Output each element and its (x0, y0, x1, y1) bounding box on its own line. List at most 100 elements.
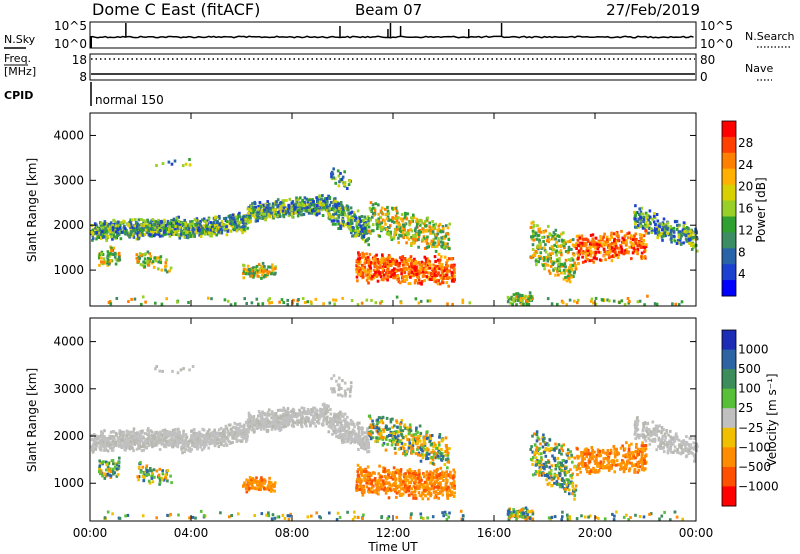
echo-cell (280, 203, 284, 207)
echo-cell (442, 274, 446, 277)
echo-cell (610, 255, 613, 259)
echo-cell (99, 229, 102, 233)
echo-cell (176, 445, 180, 449)
nsearch-tick-top: 10^5 (700, 19, 733, 33)
echo-cell (183, 235, 187, 239)
echo-cell (139, 433, 142, 437)
echo-cell (170, 435, 173, 439)
echo-cell (165, 436, 168, 440)
echo-cell (108, 434, 111, 438)
echo-cell (263, 427, 266, 431)
echo-cell (126, 222, 130, 226)
echo-cell (442, 235, 445, 239)
echo-cell (631, 236, 634, 240)
echo-cell (187, 301, 190, 304)
echo-cell (356, 262, 360, 266)
echo-cell (134, 441, 137, 445)
echo-cell (592, 243, 596, 247)
echo-cell (425, 218, 429, 222)
echo-cell (287, 203, 291, 207)
echo-cell (612, 249, 615, 253)
echo-cell (349, 221, 353, 225)
echo-cell (111, 226, 115, 230)
echo-cell (640, 233, 644, 237)
echo-cell (445, 265, 448, 268)
echo-cell (604, 258, 607, 262)
echo-cell (410, 241, 413, 245)
echo-cell (378, 264, 382, 268)
echo-cell (140, 302, 143, 306)
echo-cell (687, 227, 690, 231)
echo-cell (368, 217, 371, 221)
echo-cell (570, 247, 573, 251)
echo-cell (443, 255, 447, 259)
echo-cell (362, 223, 365, 227)
echo-cell (366, 256, 370, 260)
echo-cell (651, 217, 654, 221)
echo-cell (279, 408, 282, 412)
echo-cell (552, 237, 555, 241)
echo-cell (194, 230, 198, 234)
echo-cell (617, 253, 621, 257)
echo-cell (162, 438, 166, 442)
echo-cell (129, 232, 133, 236)
echo-cell (548, 271, 552, 275)
echo-cell (529, 226, 533, 229)
echo-cell (625, 240, 628, 244)
echo-cell (624, 243, 628, 247)
echo-cell (639, 210, 643, 214)
echo-cell (404, 213, 407, 217)
echo-cell (592, 250, 596, 254)
echo-cell (690, 247, 694, 251)
echo-cell (438, 222, 442, 226)
echo-cell (423, 255, 427, 259)
echo-cell (178, 236, 182, 240)
echo-cell (431, 230, 435, 234)
echo-cell (424, 224, 427, 228)
echo-cell (95, 435, 99, 438)
echo-cell (152, 444, 156, 448)
echo-cell (144, 432, 147, 435)
colorbar-tick-label: 28 (738, 136, 753, 150)
echo-cell (180, 437, 183, 441)
echo-cell (269, 213, 273, 217)
echo-cell (545, 257, 548, 261)
echo-cell (141, 231, 144, 235)
echo-cell (333, 217, 337, 221)
echo-cell (103, 449, 106, 452)
echo-cell (432, 223, 435, 227)
echo-cell (130, 435, 134, 439)
echo-cell (584, 259, 587, 263)
echo-cell (248, 425, 252, 429)
echo-cell (368, 252, 372, 256)
echo-cell (276, 424, 280, 428)
echo-cell (409, 275, 412, 279)
echo-cell (291, 414, 294, 418)
echo-cell (328, 203, 332, 207)
echo-cell (176, 435, 180, 439)
echo-cell (631, 251, 635, 255)
echo-cell (212, 434, 216, 438)
echo-cell (167, 442, 171, 446)
echo-cell (373, 261, 377, 265)
echo-cell (381, 218, 385, 222)
echo-cell (256, 210, 259, 214)
echo-cell (148, 257, 151, 260)
echo-cell (438, 258, 442, 262)
echo-cell (209, 221, 212, 224)
echo-cell (546, 297, 550, 301)
echo-cell (613, 251, 617, 255)
echo-cell (562, 242, 565, 246)
echo-cell (187, 448, 190, 452)
echo-cell (645, 213, 649, 217)
echo-cell (136, 222, 140, 226)
y-tick-label: 4000 (53, 128, 84, 142)
echo-cell (337, 184, 341, 188)
echo-cell (338, 210, 341, 214)
echo-cell (695, 249, 699, 253)
echo-cell (381, 267, 385, 271)
echo-cell (385, 228, 389, 231)
echo-cell (178, 430, 181, 434)
echo-cell (400, 270, 403, 274)
echo-cell (383, 219, 386, 223)
